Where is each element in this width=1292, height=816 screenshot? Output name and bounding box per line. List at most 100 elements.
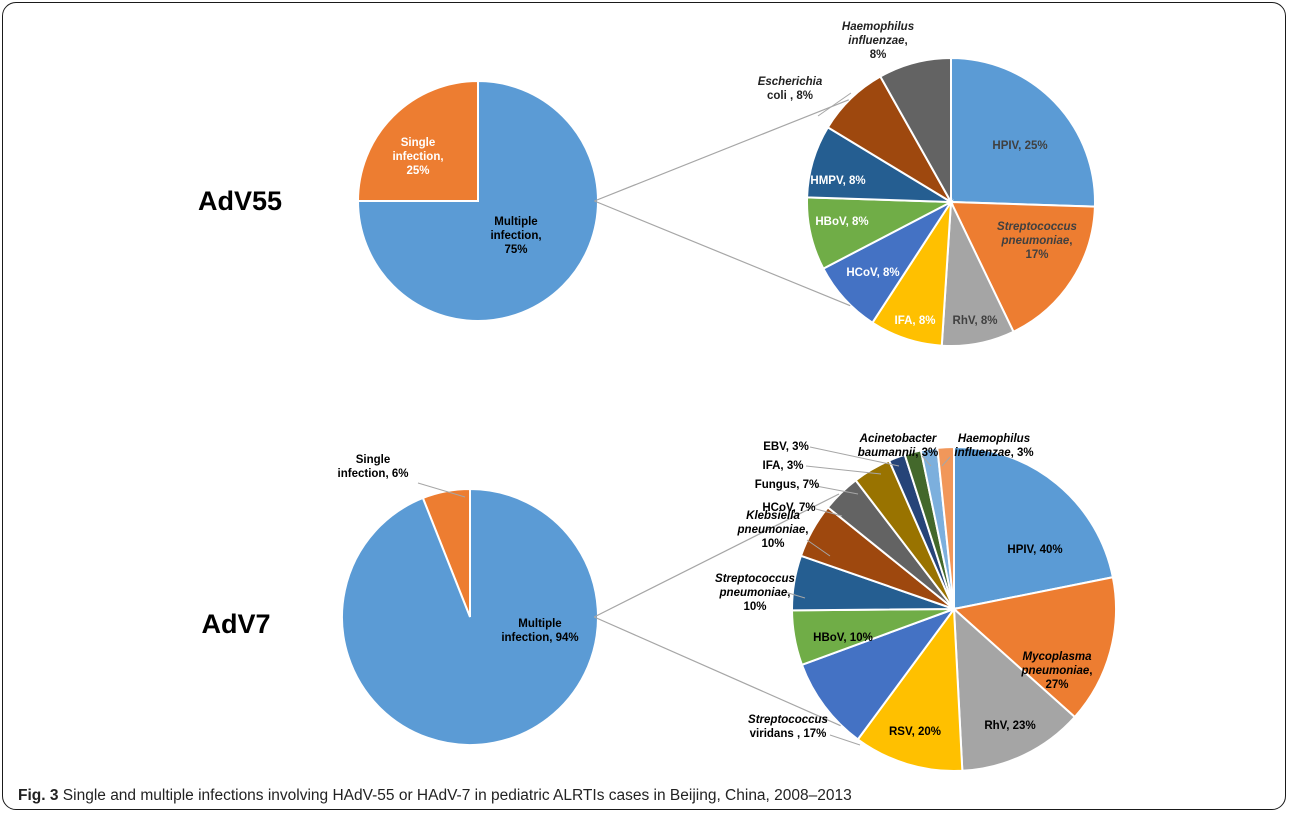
adv55-breakdown-slice-streptococcus-pneumoniae: [949, 200, 1096, 334]
adv7-breakdown-label-rsv: RSV, 20%: [889, 726, 941, 738]
adv7-overview-slice-multiple-infection: [341, 487, 599, 746]
adv7-breakdown-label-name: pneumoniae: [719, 587, 788, 599]
adv7-breakdown-label-line: Streptococcus: [715, 573, 795, 585]
adv55-breakdown-label-hcov: HCoV, 8%: [846, 267, 899, 279]
adv7-breakdown-label-line: HBoV, 10%: [813, 632, 873, 644]
adv7-breakdown-label-name: pneumoniae: [1021, 665, 1090, 677]
adv7-breakdown-label-klebsiella-pneumoniae: Klebsiella pneumoniae, 10%: [737, 510, 809, 550]
adv7-connector: [593, 493, 841, 727]
adv55-breakdown-label-ifa: IFA, 8%: [895, 315, 936, 327]
adv55-breakdown-label-line: HBoV, 8%: [815, 216, 868, 228]
adv7-breakdown-leader-fungus: [815, 485, 859, 495]
adv7-breakdown-label-ebv: EBV, 3%: [763, 441, 809, 453]
adv7-breakdown-label-line: RSV, 20%: [889, 726, 941, 738]
adv7-breakdown-slice-haemophilus-influenzae: [936, 445, 955, 610]
adv7-breakdown-label-line: viridans , 17%: [750, 728, 827, 740]
adv55-breakdown-leader-escherichia-coli: [817, 92, 852, 117]
adv7-breakdown-leader-streptococcus-pneumoniae: [784, 591, 806, 599]
adv7-breakdown-label-line: RhV, 23%: [984, 720, 1035, 732]
adv55-overview-label-line: infection,: [490, 230, 541, 242]
adv55-breakdown-label-name: pneumoniae: [1001, 235, 1070, 247]
adv7-breakdown-label-name: baumannii: [858, 447, 916, 459]
adv7-breakdown-leader-hcov: [815, 508, 843, 517]
adv55-connector: [594, 99, 851, 307]
adv55-breakdown-label-haemophilus-influenzae: Haemophilus influenzae, 8%: [842, 21, 914, 61]
adv7-connector-lower: [593, 616, 841, 727]
adv7-breakdown-label-name: pneumoniae: [737, 524, 806, 536]
adv7-breakdown-label-line: pneumoniae,: [1021, 665, 1093, 677]
adv7-breakdown-label-line: Klebsiella: [746, 510, 800, 522]
adv7-overview-label-single-infection: Single infection, 6%: [338, 454, 409, 480]
chart-title-adv55: AdV55: [198, 186, 282, 216]
adv55-overview-label-line: infection,: [392, 151, 443, 163]
adv55-breakdown-label-line: 17%: [1025, 249, 1048, 261]
adv7-breakdown-label-line: baumannii, 3%: [858, 447, 939, 459]
adv7-breakdown-label-line: HPIV, 40%: [1007, 544, 1062, 556]
adv55-overview-label-line: 75%: [504, 244, 527, 256]
adv7-breakdown-label-hpiv: HPIV, 40%: [1007, 544, 1062, 556]
adv7-breakdown-label-line: HCoV, 7%: [762, 502, 815, 514]
adv7-breakdown-leader-ebv: [809, 446, 900, 467]
adv7-breakdown-label-line: 27%: [1045, 679, 1068, 691]
adv55-breakdown-label-hpiv: HPIV, 25%: [992, 140, 1047, 152]
adv7-breakdown-slice-hpiv: [953, 445, 1115, 611]
adv7-breakdown-label-streptococcus-viridans: Streptococcus viridans , 17%: [748, 714, 828, 740]
adv55-breakdown-label-line: Escherichia: [758, 76, 823, 88]
adv7-breakdown-leader-streptococcus-viridans: [829, 734, 861, 746]
adv7-breakdown-label-line: Haemophilus: [958, 433, 1030, 445]
adv55-breakdown-label-line: influenzae,: [848, 35, 907, 47]
adv55-breakdown-label-value: ,: [905, 35, 908, 47]
adv7-breakdown-label-line: pneumoniae,: [737, 524, 809, 536]
adv7-breakdown-label-hbov: HBoV, 10%: [813, 632, 873, 644]
adv7-breakdown-label-line: Acinetobacter: [859, 433, 937, 445]
adv7-breakdown-label-value: , 3%: [915, 447, 938, 459]
adv7-breakdown-label-line: EBV, 3%: [763, 441, 809, 453]
adv7-breakdown-label-line: influenzae, 3%: [954, 447, 1033, 459]
adv55-breakdown-label-hmpv: HMPV, 8%: [810, 175, 865, 187]
adv7-overview-label-line: infection, 6%: [338, 468, 409, 480]
chart-title-adv7: AdV7: [201, 609, 270, 639]
adv55-connector-upper: [594, 99, 849, 202]
adv55-overview-label-line: Single: [401, 137, 436, 149]
adv55-breakdown-label-streptococcus-pneumoniae: Streptococcus pneumoniae, 17%: [997, 221, 1077, 261]
adv55-breakdown-label-escherichia-coli: Escherichia coli , 8%: [758, 76, 823, 102]
adv55-overview-label-line: Multiple: [494, 216, 537, 228]
adv7-breakdown-label-line: Streptococcus: [748, 714, 828, 726]
adv7-breakdown-label-line: Mycoplasma: [1022, 651, 1092, 663]
adv7-overview-pie: [341, 487, 599, 746]
adv55-overview-label-line: 25%: [406, 165, 429, 177]
adv55-breakdown-label-value: ,: [1069, 235, 1072, 247]
adv55-breakdown-slice-haemophilus-influenzae: [878, 56, 952, 206]
adv7-breakdown-label-line: IFA, 3%: [763, 460, 804, 472]
adv55-breakdown-label-line: coli , 8%: [767, 90, 813, 102]
adv7-overview-label-line: infection, 94%: [501, 632, 578, 644]
adv7-breakdown-leader-ifa: [805, 465, 882, 475]
adv7-breakdown-label-line: Fungus, 7%: [755, 479, 820, 491]
adv55-overview-pie: [356, 79, 599, 322]
adv7-breakdown-label-acinetobacter-baumannii: Acinetobacter baumannii, 3%: [858, 433, 939, 459]
adv7-breakdown-label-fungus: Fungus, 7%: [755, 479, 820, 491]
adv7-breakdown-leader-haemophilus-influenzae: [941, 456, 951, 467]
adv7-breakdown-leader-acinetobacter-baumannii: [921, 455, 932, 467]
adv55-breakdown-label-line: IFA, 8%: [895, 315, 936, 327]
adv7-breakdown-slice-mycoplasma-pneumoniae: [951, 576, 1117, 719]
adv55-overview-slice-single-infection: [356, 79, 479, 202]
figure-caption: Fig. 3 Single and multiple infections in…: [18, 787, 1268, 805]
adv7-breakdown-label-mycoplasma-pneumoniae: Mycoplasma pneumoniae, 27%: [1021, 651, 1093, 691]
adv7-breakdown-label-ifa: IFA, 3%: [763, 460, 804, 472]
adv7-overview-label-line: Single: [356, 454, 391, 466]
adv7-overview-leader-single-infection: [417, 482, 466, 498]
adv7-breakdown-label-hcov: HCoV, 7%: [762, 502, 815, 514]
adv55-overview-label-single-infection: Single infection, 25%: [392, 137, 443, 177]
adv7-overview-label-multiple-infection: Multiple infection, 94%: [501, 618, 578, 644]
adv55-breakdown-label-line: HCoV, 8%: [846, 267, 899, 279]
adv55-breakdown-label-line: HMPV, 8%: [810, 175, 865, 187]
adv55-overview-slice-multiple-infection: [356, 79, 599, 322]
adv55-breakdown-label-name: influenzae: [848, 35, 905, 47]
adv7-breakdown-slice-streptococcus-viridans: [800, 606, 957, 741]
adv55-breakdown-pie: [806, 56, 1096, 347]
adv7-breakdown-label-streptococcus-pneumoniae: Streptococcus pneumoniae, 10%: [715, 573, 795, 613]
adv55-breakdown-label-hbov: HBoV, 8%: [815, 216, 868, 228]
adv7-breakdown-label-value: ,: [1089, 665, 1092, 677]
